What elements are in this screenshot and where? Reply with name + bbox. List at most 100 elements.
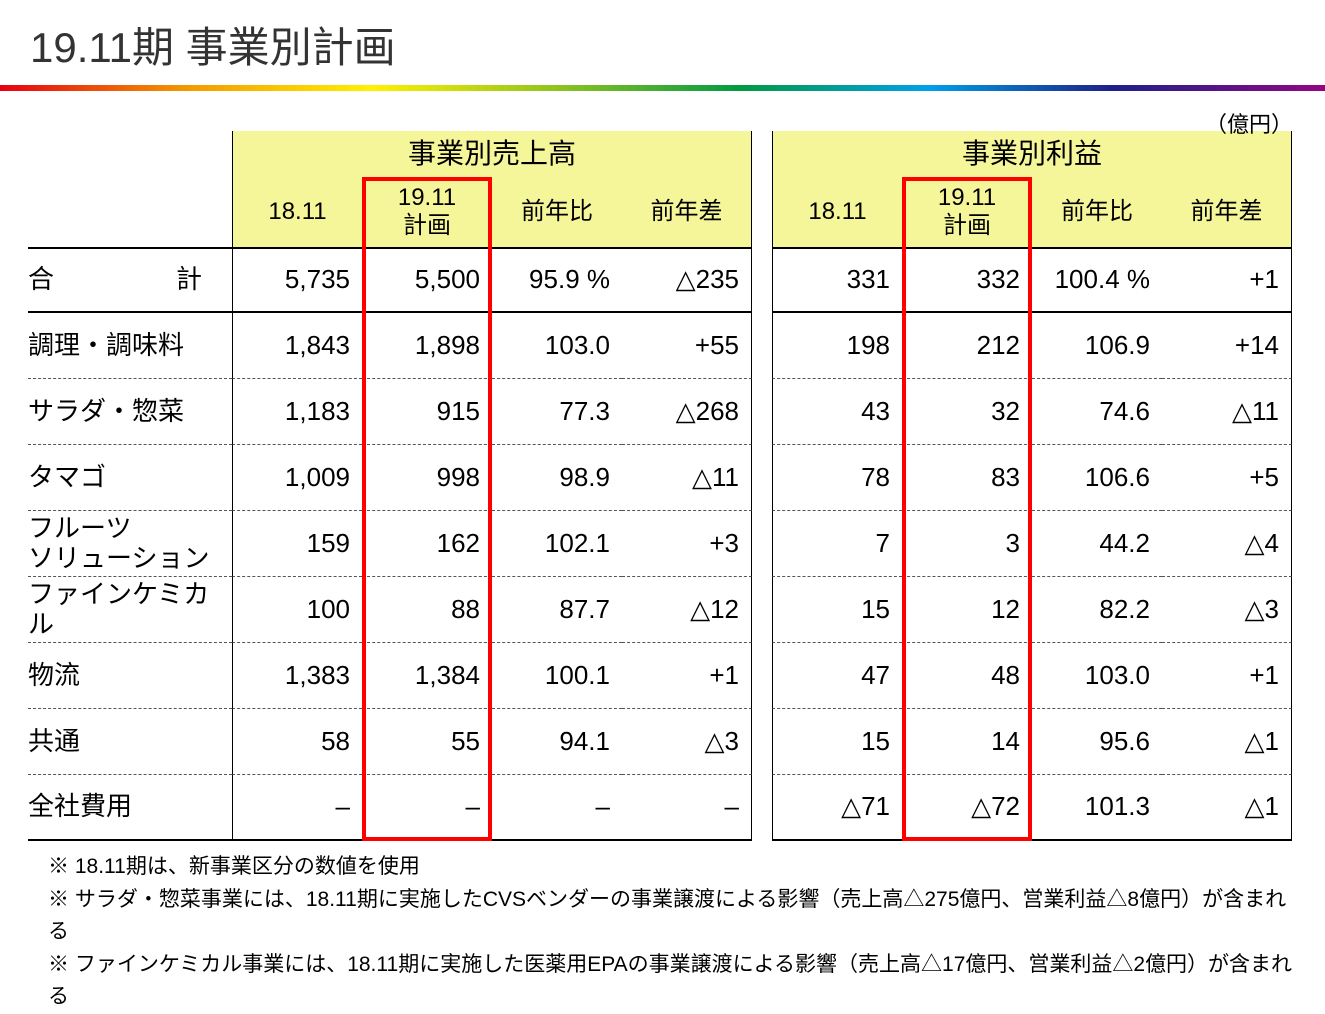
table-cell: 212	[902, 313, 1032, 379]
footnote-2: ※ ファインケミカル事業には、18.11期に実施した医薬用EPAの事業譲渡による…	[48, 949, 1297, 1014]
table-cell: +1	[1162, 643, 1292, 709]
slide-title: 19.11期 事業別計画	[0, 0, 1325, 75]
table-cell	[752, 511, 772, 577]
subheader-profit-3: 前年差	[1162, 177, 1292, 247]
table-cell: 106.9	[1032, 313, 1162, 379]
table-cell: 58	[232, 709, 362, 775]
table-cell: 15	[772, 577, 902, 643]
header-blank	[28, 131, 232, 177]
table-cell	[752, 643, 772, 709]
table-cell: 44.2	[1032, 511, 1162, 577]
table-cell: 1,898	[362, 313, 492, 379]
table-cell: 1,384	[362, 643, 492, 709]
table-cell: +14	[1162, 313, 1292, 379]
table-cell: +5	[1162, 445, 1292, 511]
table-cell: 331	[772, 247, 902, 313]
table-cell: 47	[772, 643, 902, 709]
row-label: 調理・調味料	[28, 313, 232, 379]
table-cell: 3	[902, 511, 1032, 577]
plan-table: 事業別売上高 事業別利益 18.11 19.11 計画 前年比 前年差 18.1…	[28, 113, 1297, 841]
row-label: サラダ・惣菜	[28, 379, 232, 445]
table-cell: △11	[622, 445, 752, 511]
table-cell: 87.7	[492, 577, 622, 643]
table-cell	[752, 709, 772, 775]
table-cell: △235	[622, 247, 752, 313]
table-cell: △11	[1162, 379, 1292, 445]
table-cell: +1	[1162, 247, 1292, 313]
table-cell: 162	[362, 511, 492, 577]
table-cell: –	[622, 775, 752, 841]
row-label: 全社費用	[28, 775, 232, 841]
table-cell: –	[362, 775, 492, 841]
subheader-profit-0: 18.11	[772, 177, 902, 247]
row-label: ファインケミカル	[28, 577, 232, 643]
table-cell: △1	[1162, 709, 1292, 775]
rainbow-divider	[0, 85, 1325, 91]
table-cell: +3	[622, 511, 752, 577]
table-cell: 14	[902, 709, 1032, 775]
table-cell: 48	[902, 643, 1032, 709]
table-cell	[752, 445, 772, 511]
table-cell: 15	[772, 709, 902, 775]
table-cell: 103.0	[492, 313, 622, 379]
table-cell: △268	[622, 379, 752, 445]
table-cell: +55	[622, 313, 752, 379]
table-cell	[752, 247, 772, 313]
row-label: フルーツ ソリューション	[28, 511, 232, 577]
table-cell	[752, 379, 772, 445]
table-cell: –	[492, 775, 622, 841]
table-cell: 332	[902, 247, 1032, 313]
table-cell: 1,009	[232, 445, 362, 511]
table-cell: 43	[772, 379, 902, 445]
table-cell: 100.1	[492, 643, 622, 709]
footnotes: ※ 18.11期は、新事業区分の数値を使用 ※ サラダ・惣菜事業には、18.11…	[48, 851, 1297, 1014]
subheader-sales-1: 19.11 計画	[362, 177, 492, 247]
table-cell: 1,183	[232, 379, 362, 445]
table-cell: 94.1	[492, 709, 622, 775]
table-cell: 159	[232, 511, 362, 577]
table-cell: 82.2	[1032, 577, 1162, 643]
subheader-sales-3: 前年差	[622, 177, 752, 247]
table-cell: 100	[232, 577, 362, 643]
table-cell: 77.3	[492, 379, 622, 445]
table-cell: 83	[902, 445, 1032, 511]
table-cell: 106.6	[1032, 445, 1162, 511]
table-cell: 95.9 %	[492, 247, 622, 313]
subheader-profit-2: 前年比	[1032, 177, 1162, 247]
footnote-1: ※ サラダ・惣菜事業には、18.11期に実施したCVSベンダーの事業譲渡による影…	[48, 884, 1297, 949]
row-label: 物流	[28, 643, 232, 709]
subheader-profit-1: 19.11 計画	[902, 177, 1032, 247]
table-cell: –	[232, 775, 362, 841]
table-cell: △3	[622, 709, 752, 775]
table-cell: △4	[1162, 511, 1292, 577]
table-cell	[752, 775, 772, 841]
table-cell: △72	[902, 775, 1032, 841]
footnote-0: ※ 18.11期は、新事業区分の数値を使用	[48, 851, 1297, 884]
table-cell: 1,383	[232, 643, 362, 709]
table-cell: 5,500	[362, 247, 492, 313]
table-cell: 95.6	[1032, 709, 1162, 775]
table-cell: 198	[772, 313, 902, 379]
row-label: 共通	[28, 709, 232, 775]
table-cell: 55	[362, 709, 492, 775]
table-cell: 998	[362, 445, 492, 511]
table-cell	[752, 313, 772, 379]
table-cell: △71	[772, 775, 902, 841]
subheader-sales-2: 前年比	[492, 177, 622, 247]
table-cell: 5,735	[232, 247, 362, 313]
table-cell: △3	[1162, 577, 1292, 643]
subheader-gap	[752, 177, 772, 247]
subheader-blank	[28, 177, 232, 247]
table-cell: 32	[902, 379, 1032, 445]
row-label: タマゴ	[28, 445, 232, 511]
table-cell: 7	[772, 511, 902, 577]
table-cell: 101.3	[1032, 775, 1162, 841]
table-cell: 103.0	[1032, 643, 1162, 709]
unit-label: （億円）	[1205, 107, 1293, 139]
table-cell	[752, 577, 772, 643]
table-cell: 1,843	[232, 313, 362, 379]
table-cell: △1	[1162, 775, 1292, 841]
table-cell: 915	[362, 379, 492, 445]
table-cell: 100.4 %	[1032, 247, 1162, 313]
plan-table-wrap: （億円） 事業別売上高 事業別利益 18.11 19.11 計画 前年比 前年差…	[28, 113, 1297, 841]
